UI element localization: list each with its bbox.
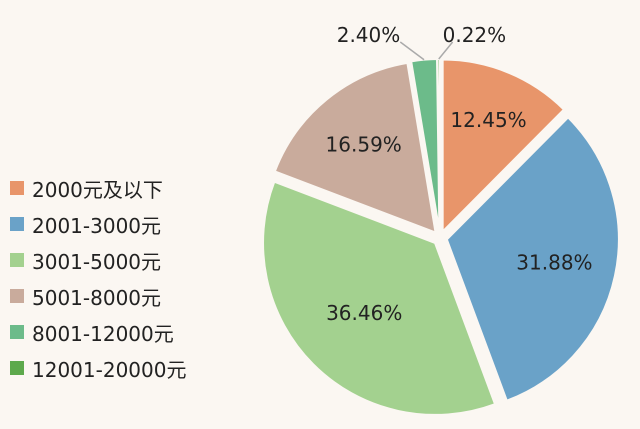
leader-line — [438, 41, 454, 60]
legend-swatch — [10, 253, 24, 267]
legend-label: 2000元及以下 — [32, 177, 163, 202]
legend: 2000元及以下 2001-3000元 3001-5000元 5001-8000元 80… — [10, 170, 186, 386]
slice-label: 16.59% — [326, 133, 402, 157]
slice-label: 2.40% — [337, 23, 401, 47]
legend-item: 8001-12000元 — [10, 314, 186, 350]
slice-label: 12.45% — [450, 108, 526, 132]
slice-label: 31.88% — [516, 251, 592, 275]
legend-label: 5001-8000元 — [32, 285, 162, 310]
legend-label: 12001-20000元 — [32, 357, 187, 382]
pie-slice — [445, 116, 620, 402]
legend-swatch — [10, 217, 24, 231]
legend-label: 2001-3000元 — [32, 213, 162, 238]
legend-item: 2000元及以下 — [10, 170, 186, 206]
legend-item: 2001-3000元 — [10, 206, 186, 242]
legend-label: 8001-12000元 — [32, 321, 174, 346]
pie-slice — [273, 61, 437, 235]
leader-line — [399, 41, 425, 61]
legend-item: 12001-20000元 — [10, 350, 186, 386]
legend-swatch — [10, 289, 24, 303]
legend-swatch — [10, 181, 24, 195]
legend-item: 3001-5000元 — [10, 242, 186, 278]
pie-slice — [441, 58, 566, 234]
pie-slice — [262, 180, 497, 416]
legend-swatch — [10, 325, 24, 339]
slice-label: 0.22% — [443, 23, 507, 47]
slice-label: 36.46% — [326, 301, 402, 325]
legend-item: 5001-8000元 — [10, 278, 186, 314]
legend-label: 3001-5000元 — [32, 249, 162, 274]
legend-swatch — [10, 361, 24, 375]
